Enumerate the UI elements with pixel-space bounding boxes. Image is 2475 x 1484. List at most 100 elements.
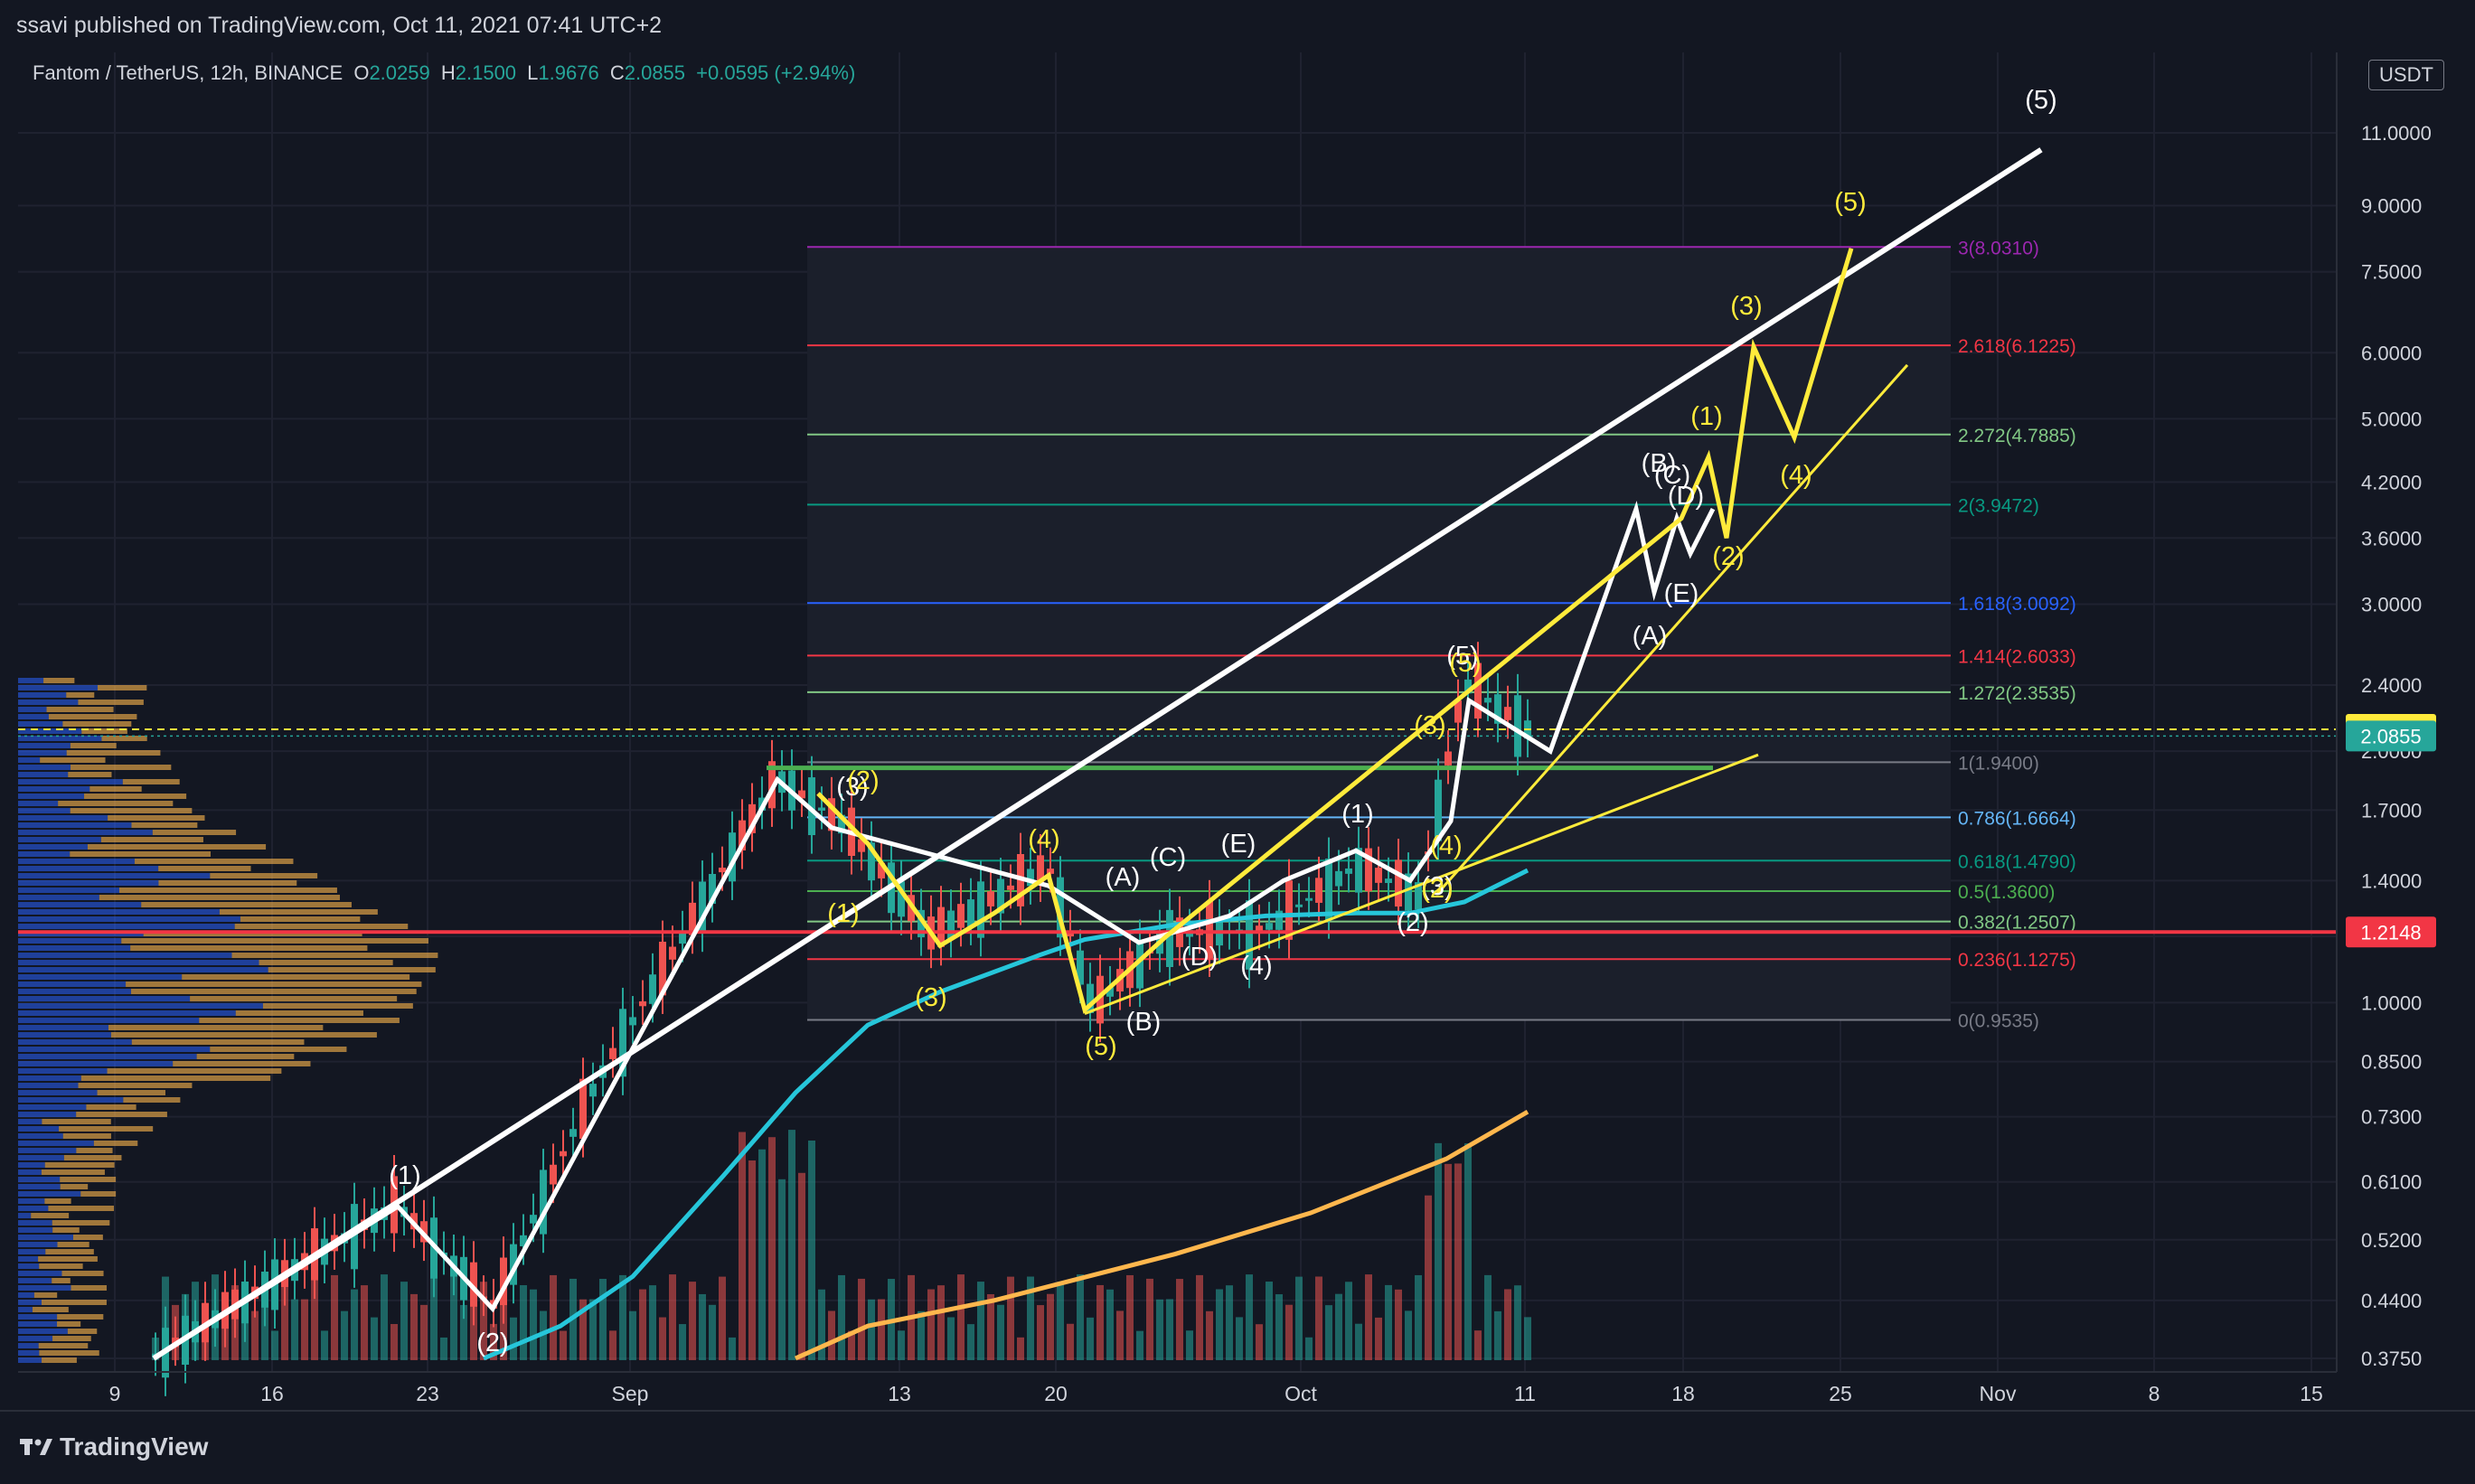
profile-bar-up [18, 1336, 53, 1341]
candle-body [1464, 679, 1472, 694]
volume-bar [937, 1285, 945, 1360]
tradingview-logo[interactable]: TradingView [20, 1432, 208, 1461]
candle-body [1057, 877, 1064, 938]
profile-bar-up [18, 707, 47, 712]
profile-bar-down [57, 1321, 81, 1327]
volume-bar [1524, 1317, 1531, 1360]
profile-bar-down [52, 1227, 80, 1233]
yellow-support-line [1084, 753, 1759, 1015]
wave-label-yellow: (3) [1414, 711, 1445, 740]
profile-bar-up [18, 801, 59, 806]
volume-bar [1166, 1299, 1173, 1360]
profile-bar-up [18, 1350, 40, 1356]
profile-bar-down [126, 982, 422, 987]
price-tick-label: 6.0000 [2361, 342, 2422, 364]
volume-bar [182, 1293, 189, 1360]
wave-label-white: (2) [1397, 908, 1428, 937]
candle-body [1514, 695, 1521, 757]
profile-bar-down [210, 1047, 347, 1052]
fib-label: 2.618(6.1225) [1958, 336, 2076, 357]
volume-bar [1425, 1195, 1432, 1360]
price-label-badge [2346, 916, 2436, 948]
wave-label-white: (1) [389, 1161, 420, 1190]
price-tick-label: 0.7300 [2361, 1106, 2422, 1129]
candle-body [579, 1078, 587, 1140]
profile-bar-down [59, 1126, 154, 1132]
profile-bar-down [66, 750, 161, 756]
volume-bar [480, 1282, 487, 1360]
candle-body [1445, 751, 1452, 765]
candle-body [1454, 700, 1462, 723]
price-tick-label: 3.6000 [2361, 527, 2422, 549]
profile-bar-up [18, 953, 232, 958]
currency-unit-button[interactable]: USDT [2368, 60, 2444, 90]
candle-body [1365, 848, 1372, 892]
candle-body [1295, 904, 1303, 907]
profile-bar-down [70, 851, 212, 857]
volume-bar [639, 1289, 646, 1360]
candle-body [589, 1084, 597, 1097]
candle-body [1335, 870, 1342, 887]
profile-bar-down [210, 873, 318, 878]
wave-label-yellow: (2) [847, 766, 879, 795]
high-value: 2.1500 [455, 61, 517, 84]
profile-bar-up [18, 1003, 263, 1009]
volume-bar [739, 1132, 746, 1360]
profile-bar-up [18, 1213, 32, 1218]
profile-bar-down [38, 1343, 89, 1348]
profile-bar-down [48, 714, 137, 719]
profile-bar-up [18, 902, 142, 907]
profile-bar-down [196, 1054, 295, 1059]
profile-bar-down [71, 765, 172, 770]
footer-bar [0, 1410, 2475, 1484]
fib-label: 1.414(2.6033) [1958, 646, 2076, 667]
volume-bar [1415, 1274, 1422, 1360]
profile-bar-up [18, 757, 41, 763]
ema-line [483, 868, 1529, 1361]
volume-bar [231, 1285, 239, 1360]
volume-bar [291, 1299, 298, 1360]
volume-bar [1126, 1274, 1134, 1360]
profile-bar-down [231, 953, 438, 958]
profile-bar-up [18, 1314, 58, 1320]
profile-bar-up [18, 1263, 40, 1269]
candle-body [1504, 707, 1511, 720]
volume-bar [699, 1293, 706, 1360]
profile-bar-up [18, 1249, 46, 1254]
volume-bar [1504, 1289, 1511, 1360]
volume-bar [1335, 1293, 1342, 1360]
profile-bar-down [235, 1010, 363, 1016]
candle-body [898, 881, 905, 917]
candle-body [609, 1047, 616, 1059]
low-value: 1.9676 [538, 61, 599, 84]
volume-bar [689, 1282, 696, 1360]
volume-bar [281, 1278, 288, 1360]
candle-body [977, 881, 984, 938]
profile-bar-down [45, 1249, 94, 1254]
open-label: O [353, 61, 370, 84]
volume-bar [1116, 1310, 1124, 1360]
candle-body [1266, 923, 1273, 930]
profile-bar-down [107, 1068, 282, 1074]
wave-label-white: (B) [1642, 449, 1677, 478]
volume-bar [619, 1274, 626, 1360]
profile-bar-up [18, 960, 259, 965]
profile-bar-up [18, 1206, 49, 1211]
volume-bar [649, 1285, 656, 1360]
profile-bar-down [219, 909, 378, 915]
profile-bar-down [173, 1061, 311, 1066]
profile-bar-down [40, 757, 106, 763]
profile-bar-down [100, 837, 203, 842]
profile-bar-down [52, 1220, 110, 1226]
price-tick-label: 11.0000 [2361, 122, 2432, 145]
volume-bar [1464, 1143, 1472, 1360]
time-tick-label: 16 [260, 1382, 284, 1405]
candle-body [937, 906, 945, 947]
profile-bar-up [18, 1025, 108, 1030]
profile-bar-up [18, 714, 49, 719]
volume-bar [1285, 1304, 1293, 1360]
wave-label-yellow: (5) [1085, 1032, 1116, 1061]
candle-body [1405, 873, 1412, 911]
volume-bar [927, 1289, 935, 1360]
